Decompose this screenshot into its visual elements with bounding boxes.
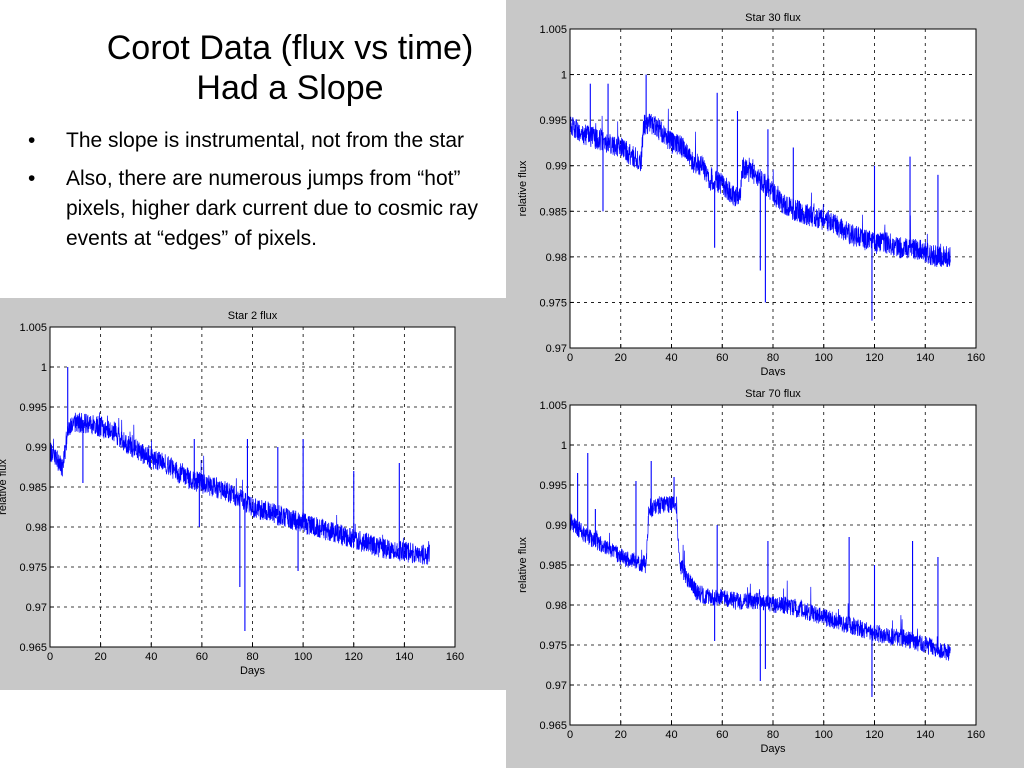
y-tick-label: 0.97	[26, 602, 47, 614]
x-tick-label: 80	[767, 729, 779, 741]
y-tick-label: 1.005	[539, 400, 567, 412]
chart-star70: 0 20 40 60 80 100 120 140 160 0.965 0.97 0.975 0.98 0…	[517, 388, 985, 755]
y-tick-label: 0.98	[546, 252, 567, 264]
y-tick-label: 0.995	[539, 115, 567, 127]
x-tick-label: 160	[967, 352, 985, 364]
y-tick-label: 1.005	[19, 322, 47, 334]
x-tick-label: 40	[145, 651, 157, 663]
y-tick-label: 0.985	[539, 560, 567, 572]
plot-frame	[569, 404, 977, 726]
chart-panel-star30: 0 20 40 60 80 100 120 140 160 0.97 0.975 0.98 0.985 0…	[506, 0, 1024, 376]
slide-title-line2: Had a Slope	[196, 69, 384, 107]
x-tick-label: 60	[196, 651, 208, 663]
y-tick-label: 0.98	[26, 522, 47, 534]
y-tick-label: 0.99	[546, 161, 567, 173]
chart-title: Star 30 flux	[745, 12, 801, 24]
y-tick-label: 1.005	[539, 24, 567, 36]
y-tick-label: 0.99	[546, 520, 567, 532]
x-tick-label: 20	[615, 729, 627, 741]
x-tick-label: 100	[815, 352, 833, 364]
plot-frame	[569, 28, 977, 349]
bullet-item: • The slope is instrumental, not from the…	[28, 126, 506, 156]
y-axis-label: relative flux	[517, 537, 529, 593]
x-tick-label: 160	[446, 651, 464, 663]
slide-title-line1: Corot Data (flux vs time)	[106, 29, 474, 67]
x-tick-label: 160	[967, 729, 985, 741]
plot-frame	[49, 326, 456, 648]
x-tick-label: 0	[47, 651, 53, 663]
series-line	[569, 108, 951, 268]
y-tick-label: 0.985	[539, 206, 567, 218]
x-tick-label: 20	[95, 651, 107, 663]
x-tick-label: 0	[567, 352, 573, 364]
x-tick-label: 40	[665, 729, 677, 741]
chart-panel-star2: 0 20 40 60 80 100 120 140 160 0.965 0.97 0.975 0.98 0…	[0, 298, 506, 690]
bullet-text: The slope is instrumental, not from the …	[66, 129, 465, 152]
series-line	[569, 495, 951, 661]
x-tick-label: 80	[246, 651, 258, 663]
y-axis-label: relative flux	[0, 459, 9, 515]
y-tick-label: 1	[561, 440, 567, 452]
chart-title: Star 2 flux	[228, 310, 278, 322]
x-tick-label: 140	[395, 651, 413, 663]
bullet-text: Also, there are numerous jumps from “hot…	[66, 167, 479, 250]
bullet-list: • The slope is instrumental, not from the…	[28, 126, 506, 262]
y-tick-label: 0.975	[539, 297, 567, 309]
y-axis-label: relative flux	[517, 160, 529, 216]
y-tick-label: 0.985	[19, 482, 47, 494]
x-axis-label: Days	[240, 665, 266, 677]
bullet-item: • Also, there are numerous jumps from “ho…	[28, 164, 506, 254]
y-tick-label: 0.98	[546, 600, 567, 612]
bullet-marker: •	[28, 129, 36, 152]
x-axis-label: Days	[760, 366, 786, 376]
x-tick-label: 120	[865, 729, 883, 741]
series-line	[49, 412, 430, 565]
slide-title: Corot Data (flux vs time) Had a Slope	[40, 28, 540, 108]
y-tick-label: 0.995	[539, 480, 567, 492]
y-tick-label: 1	[561, 70, 567, 82]
y-tick-label: 0.975	[539, 640, 567, 652]
y-tick-label: 0.965	[19, 642, 47, 654]
x-tick-label: 100	[294, 651, 312, 663]
y-tick-label: 0.97	[546, 343, 567, 355]
y-tick-label: 1	[41, 362, 47, 374]
y-tick-label: 0.965	[539, 720, 567, 732]
x-tick-label: 120	[345, 651, 363, 663]
x-axis-label: Days	[760, 743, 786, 755]
chart-star2: 0 20 40 60 80 100 120 140 160 0.965 0.97 0.975 0.98 0…	[0, 310, 464, 677]
y-tick-label: 0.99	[26, 442, 47, 454]
y-tick-label: 0.975	[19, 562, 47, 574]
x-tick-label: 0	[567, 729, 573, 741]
x-tick-label: 120	[865, 352, 883, 364]
y-tick-label: 0.97	[546, 680, 567, 692]
x-tick-label: 20	[615, 352, 627, 364]
x-tick-label: 100	[815, 729, 833, 741]
x-tick-label: 40	[665, 352, 677, 364]
chart-panel-star70: 0 20 40 60 80 100 120 140 160 0.965 0.97 0.975 0.98 0…	[506, 376, 1024, 768]
y-tick-label: 0.995	[19, 402, 47, 414]
x-tick-label: 140	[916, 729, 934, 741]
x-tick-label: 60	[716, 352, 728, 364]
x-tick-label: 80	[767, 352, 779, 364]
x-tick-label: 140	[916, 352, 934, 364]
x-tick-label: 60	[716, 729, 728, 741]
bullet-marker: •	[28, 167, 36, 190]
chart-star30: 0 20 40 60 80 100 120 140 160 0.97 0.975 0.98 0.985 0…	[517, 12, 985, 376]
chart-title: Star 70 flux	[745, 388, 801, 400]
